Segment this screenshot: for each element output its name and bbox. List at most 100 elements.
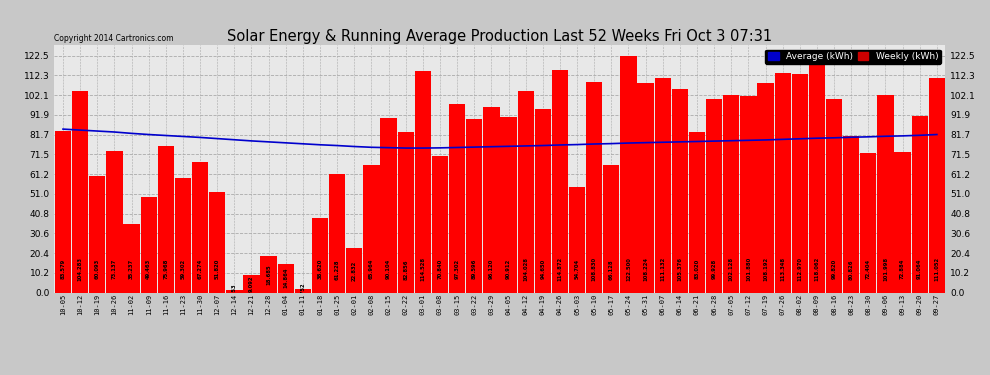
Bar [363, 165, 379, 292]
Bar [54, 131, 71, 292]
Bar [277, 264, 294, 292]
Text: 113.348: 113.348 [780, 257, 785, 281]
Text: 1.053: 1.053 [232, 283, 237, 300]
Bar [654, 78, 671, 292]
Bar [500, 117, 517, 292]
Text: 118.062: 118.062 [815, 257, 820, 281]
Text: Copyright 2014 Cartronics.com: Copyright 2014 Cartronics.com [54, 33, 174, 42]
Bar [106, 151, 123, 292]
Bar [809, 64, 825, 292]
Text: 22.832: 22.832 [351, 260, 356, 280]
Text: 104.028: 104.028 [523, 257, 528, 281]
Text: 111.132: 111.132 [660, 257, 665, 281]
Text: 90.912: 90.912 [506, 259, 511, 279]
Text: 91.064: 91.064 [918, 259, 923, 279]
Bar [518, 92, 534, 292]
Bar [227, 291, 243, 292]
Bar [295, 289, 311, 292]
Text: 89.596: 89.596 [472, 259, 477, 279]
Bar [638, 83, 653, 292]
Text: 72.884: 72.884 [900, 259, 905, 279]
Text: 60.093: 60.093 [95, 259, 100, 279]
Legend: Average (kWh), Weekly (kWh): Average (kWh), Weekly (kWh) [765, 50, 940, 64]
Text: 35.237: 35.237 [129, 259, 134, 279]
Text: 96.120: 96.120 [489, 259, 494, 279]
Bar [706, 99, 723, 292]
Text: 61.228: 61.228 [335, 259, 340, 279]
Bar [723, 95, 740, 292]
Text: 67.274: 67.274 [198, 259, 203, 279]
Text: 122.500: 122.500 [626, 257, 631, 281]
Text: 108.192: 108.192 [763, 257, 768, 281]
Text: 105.376: 105.376 [677, 257, 682, 281]
Bar [89, 176, 105, 292]
Text: 99.928: 99.928 [712, 259, 717, 279]
Text: 83.020: 83.020 [695, 259, 700, 279]
Bar [141, 197, 156, 292]
Bar [929, 78, 945, 292]
Bar [449, 104, 465, 292]
Bar [483, 106, 500, 292]
Bar [877, 95, 894, 292]
Bar [843, 136, 859, 292]
Text: 99.820: 99.820 [832, 259, 837, 279]
Text: 18.685: 18.685 [266, 264, 271, 285]
Text: 14.864: 14.864 [283, 268, 288, 288]
Text: 108.224: 108.224 [644, 257, 648, 281]
Text: 111.052: 111.052 [935, 257, 940, 281]
Text: 9.092: 9.092 [249, 276, 254, 292]
Bar [346, 248, 362, 292]
Text: 101.880: 101.880 [745, 257, 750, 281]
Bar [72, 91, 88, 292]
Bar [569, 187, 585, 292]
Text: 65.964: 65.964 [369, 259, 374, 279]
Bar [586, 82, 602, 292]
Text: 49.463: 49.463 [147, 259, 151, 279]
Bar [175, 178, 191, 292]
Bar [157, 146, 174, 292]
Bar [895, 152, 911, 292]
Text: 59.302: 59.302 [180, 259, 185, 279]
Text: 112.970: 112.970 [797, 257, 802, 281]
Bar [192, 162, 208, 292]
Bar [757, 83, 773, 292]
Bar [398, 132, 414, 292]
Text: 51.820: 51.820 [215, 259, 220, 279]
Text: 102.128: 102.128 [729, 257, 734, 281]
Text: 1.752: 1.752 [300, 282, 305, 299]
Text: 104.283: 104.283 [77, 257, 82, 281]
Text: 80.826: 80.826 [848, 259, 853, 279]
Bar [621, 56, 637, 292]
Text: 114.872: 114.872 [557, 257, 562, 281]
Text: 70.840: 70.840 [438, 259, 443, 279]
Bar [912, 116, 928, 292]
Text: 72.404: 72.404 [866, 259, 871, 279]
Text: 54.704: 54.704 [574, 259, 579, 279]
Bar [603, 165, 620, 292]
Bar [209, 192, 226, 292]
Bar [329, 174, 346, 292]
Bar [535, 110, 550, 292]
Text: 94.650: 94.650 [541, 259, 545, 279]
Text: 101.998: 101.998 [883, 257, 888, 281]
Text: 90.104: 90.104 [386, 259, 391, 279]
Bar [774, 74, 791, 292]
Bar [380, 118, 397, 292]
Bar [244, 275, 259, 292]
Text: 38.620: 38.620 [318, 259, 323, 279]
Bar [551, 70, 568, 292]
Text: 66.128: 66.128 [609, 259, 614, 280]
Text: 114.528: 114.528 [421, 257, 426, 281]
Bar [432, 156, 448, 292]
Title: Solar Energy & Running Average Production Last 52 Weeks Fri Oct 3 07:31: Solar Energy & Running Average Productio… [228, 29, 772, 44]
Text: 97.302: 97.302 [454, 259, 459, 279]
Bar [672, 89, 688, 292]
Text: 73.137: 73.137 [112, 259, 117, 279]
Text: 75.968: 75.968 [163, 259, 168, 279]
Bar [860, 153, 876, 292]
Bar [415, 71, 431, 292]
Text: 108.830: 108.830 [592, 257, 597, 281]
Bar [826, 99, 842, 292]
Bar [260, 256, 277, 292]
Bar [124, 224, 140, 292]
